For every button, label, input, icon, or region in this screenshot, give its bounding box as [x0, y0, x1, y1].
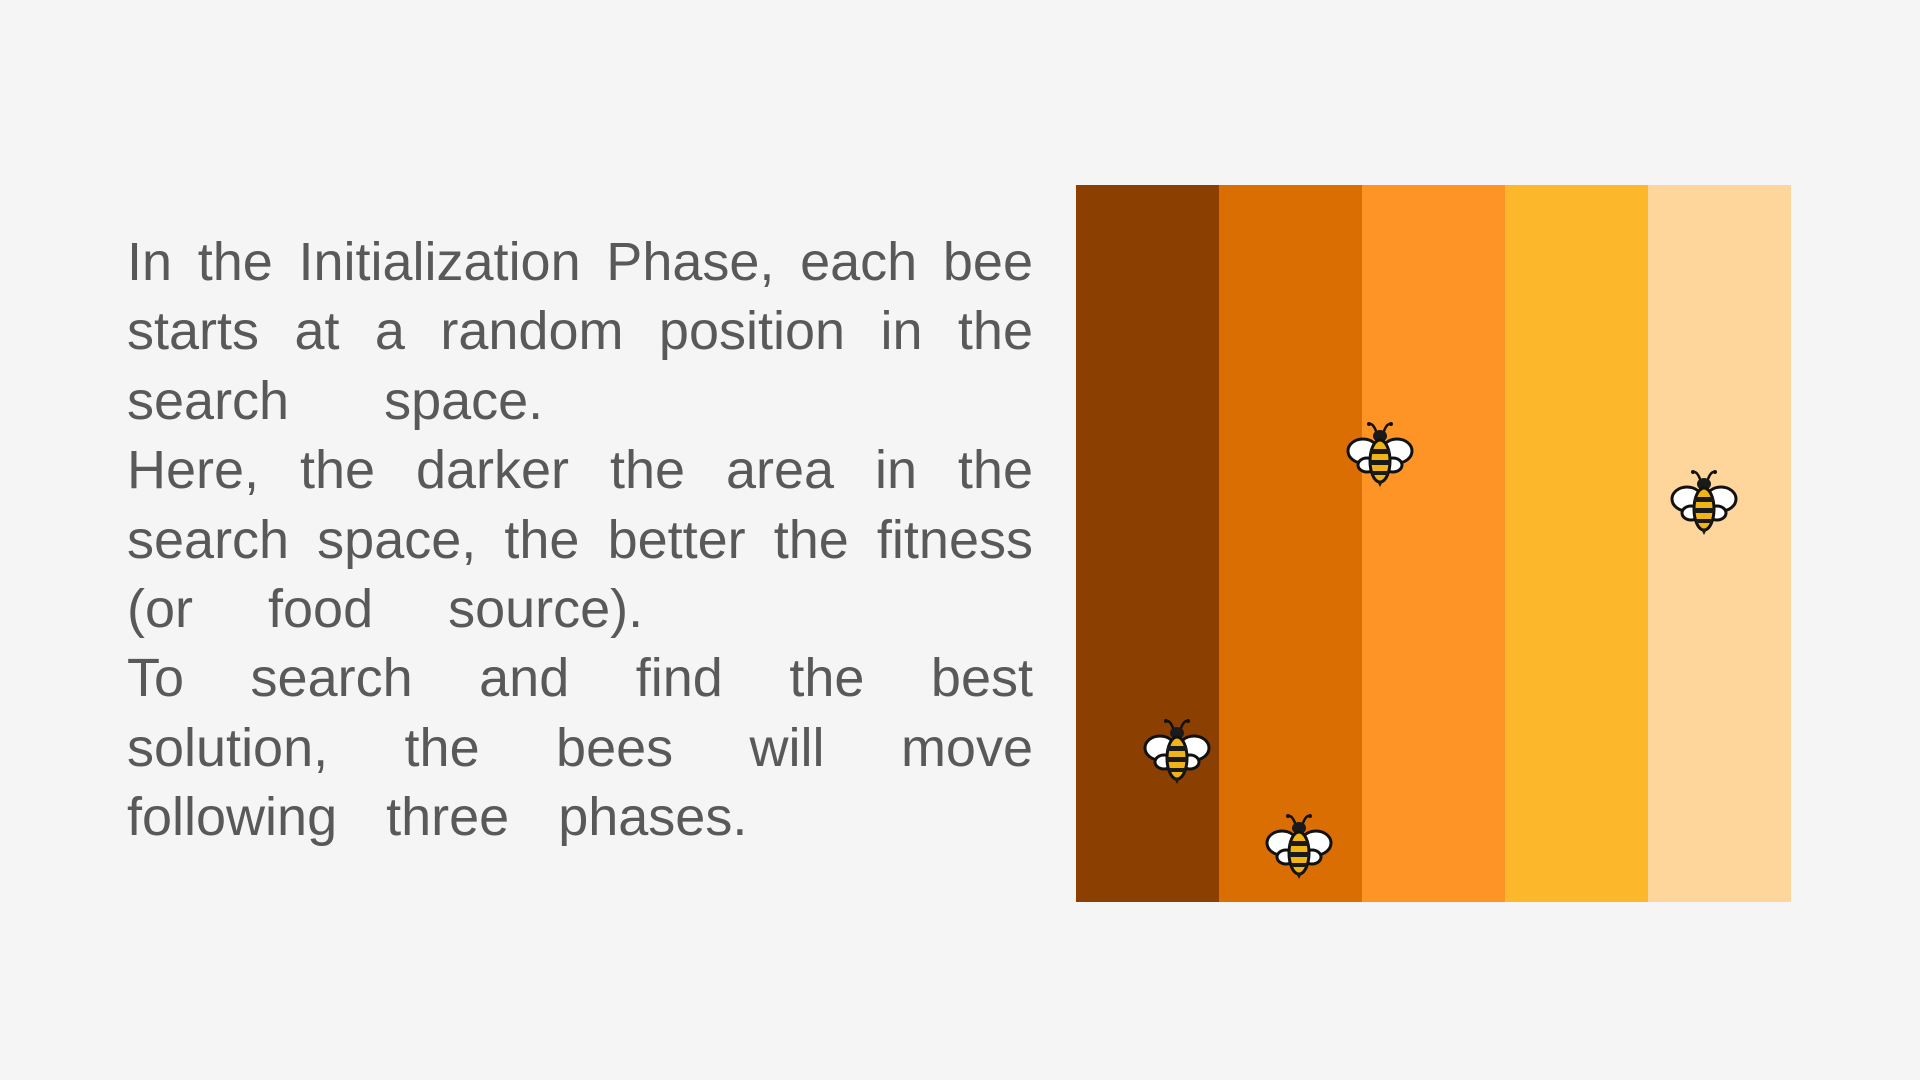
bee-icon: [1667, 465, 1741, 539]
fitness-stripe-4: [1505, 185, 1648, 902]
body-line: starts at a random position in the: [127, 301, 1033, 362]
body-line: search space.: [127, 370, 544, 431]
body-line: search space, the better the fitness: [127, 509, 1033, 570]
bee-icon: [1343, 417, 1417, 491]
body-text: In the Initialization Phase, each bee st…: [127, 228, 1033, 853]
body-line: following three phases.: [127, 787, 748, 848]
search-space: [1076, 185, 1791, 902]
body-line: Here, the darker the area in the: [127, 440, 1033, 501]
fitness-stripe-1: [1076, 185, 1219, 902]
fitness-stripe-2: [1219, 185, 1362, 902]
fitness-stripe-5: [1648, 185, 1791, 902]
body-line: (or food source).: [127, 579, 644, 640]
fitness-stripe-3: [1362, 185, 1505, 902]
bee-icon: [1140, 714, 1214, 788]
body-line: In the Initialization Phase, each bee: [127, 232, 1033, 292]
body-line: To search and find the best: [127, 648, 1033, 709]
bee-icon: [1262, 809, 1336, 883]
body-line: solution, the bees will move: [127, 717, 1033, 778]
